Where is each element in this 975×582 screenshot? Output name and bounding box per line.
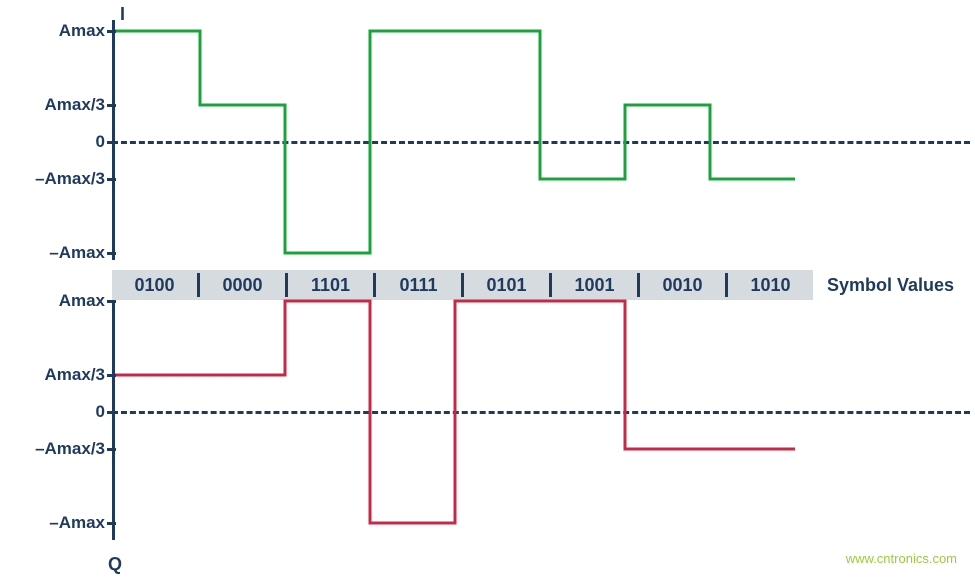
q-ylabel-2: 0 <box>15 402 105 422</box>
i-ylabel-3: –Amax/3 <box>15 169 105 189</box>
q-ylabel-1: Amax/3 <box>15 365 105 385</box>
q-ylabel-4: –Amax <box>15 513 105 533</box>
q-ytick-0 <box>107 300 116 303</box>
q-ylabel-0: Amax <box>15 291 105 311</box>
i-ylabel-1: Amax/3 <box>15 95 105 115</box>
q-ylabel-3: –Amax/3 <box>15 439 105 459</box>
watermark: www.cntronics.com <box>846 551 957 566</box>
iq-diagram: I Q AmaxAmax/30–Amax/3–Amax 010000001101… <box>0 0 975 582</box>
q-ytick-1 <box>107 374 116 377</box>
q-waveform <box>115 301 795 523</box>
symbol-values-label: Symbol Values <box>827 275 954 296</box>
i-ylabel-4: –Amax <box>15 243 105 263</box>
i-ylabel-2: 0 <box>15 132 105 152</box>
q-ytick-2 <box>107 411 116 414</box>
q-waveform-svg <box>112 0 812 582</box>
q-ytick-4 <box>107 522 116 525</box>
i-ylabel-0: Amax <box>15 21 105 41</box>
q-ytick-3 <box>107 448 116 451</box>
